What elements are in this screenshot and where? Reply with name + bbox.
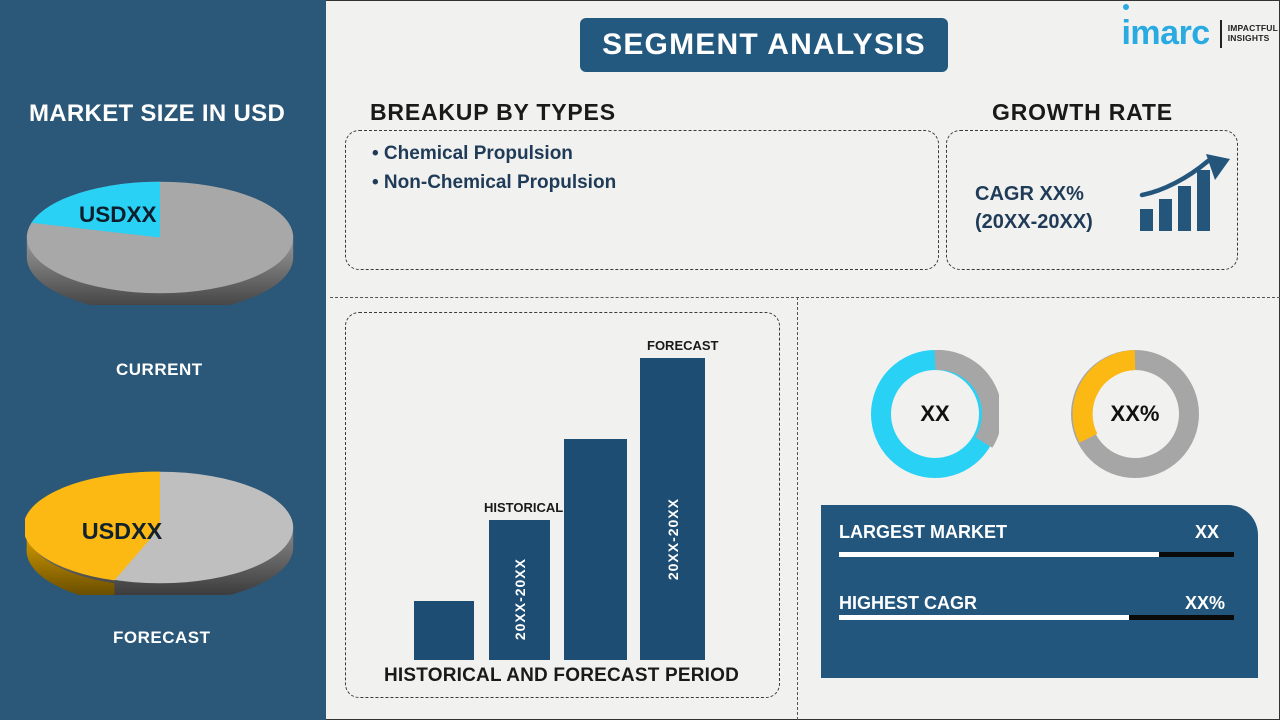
svg-text:USDXX: USDXX (82, 518, 163, 544)
svg-text:USDXX: USDXX (79, 202, 157, 227)
svg-text:XX%: XX% (1111, 401, 1160, 426)
svg-text:XX: XX (920, 401, 950, 426)
